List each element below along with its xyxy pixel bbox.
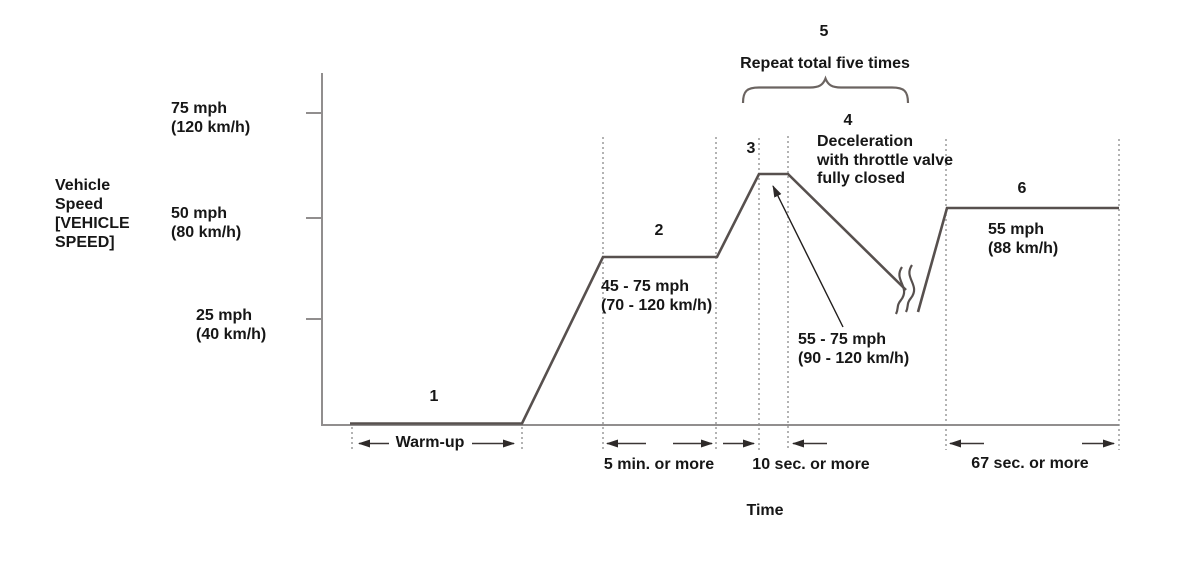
step6-number: 6 (1017, 180, 1027, 197)
step5-number: 5 (819, 23, 829, 40)
step2-speed-range: 45 - 75 mph (70 - 120 km/h) (601, 278, 713, 314)
step1-warmup-label: Warm-up (395, 434, 465, 451)
step4-deceleration-label: Deceleration with throttle valve fully c… (817, 133, 954, 187)
step3-speed-range: 55 - 75 mph (90 - 120 km/h) (798, 331, 910, 367)
y-axis-ticks (306, 112, 322, 320)
dotted-guides (602, 136, 1120, 450)
x-axis-title: Time (746, 502, 784, 519)
repeat-brace (741, 75, 910, 104)
step2-duration: 5 min. or more (603, 456, 715, 473)
step3-number: 3 (746, 140, 756, 157)
step1-number: 1 (429, 388, 439, 405)
step5-repeat-label: Repeat total five times (740, 55, 910, 72)
break-squiggle-right (904, 264, 916, 313)
step2-number: 2 (654, 222, 664, 239)
y-axis-title: Vehicle Speed [VEHICLE SPEED] (55, 177, 130, 251)
break-squiggle-left (894, 266, 906, 315)
warmup-span-ticks (351, 427, 523, 450)
step4-number: 4 (843, 112, 853, 129)
step6-speed: 55 mph (88 km/h) (988, 221, 1059, 257)
speed-profile-line-after-break (916, 206, 1119, 313)
y-tick-label-75mph: 75 mph (120 km/h) (171, 100, 251, 136)
step6-duration: 67 sec. or more (971, 455, 1089, 472)
speed-profile-line (350, 172, 907, 425)
step3-duration: 10 sec. or more (752, 456, 870, 473)
axes (321, 73, 1119, 426)
peak-speed-annotation-arrow (772, 185, 844, 328)
y-tick-label-25mph: 25 mph (40 km/h) (196, 307, 267, 343)
y-tick-label-50mph: 50 mph (80 km/h) (171, 205, 242, 241)
